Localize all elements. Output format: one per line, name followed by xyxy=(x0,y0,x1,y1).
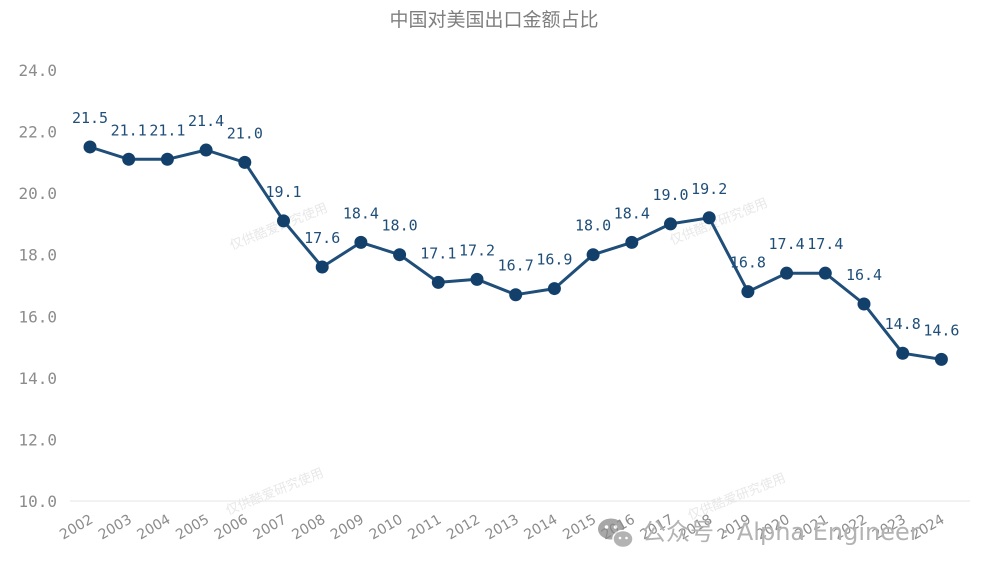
data-point xyxy=(625,235,639,249)
x-tick-label: 2013 xyxy=(483,512,522,544)
data-point xyxy=(702,211,716,225)
data-label: 21.1 xyxy=(111,121,147,139)
wechat-icon xyxy=(598,518,634,549)
data-label: 16.4 xyxy=(846,266,882,284)
x-tick-label: 2014 xyxy=(522,512,561,544)
x-tick-label: 2015 xyxy=(560,512,599,544)
data-point xyxy=(199,143,213,157)
x-tick-label: 2008 xyxy=(289,512,328,544)
data-label: 19.2 xyxy=(691,180,727,198)
y-tick-label: 24.0 xyxy=(18,61,57,80)
data-point xyxy=(315,260,329,274)
data-label: 17.4 xyxy=(807,235,843,253)
data-label: 18.4 xyxy=(614,204,650,222)
y-axis: 24.0 22.0 20.0 18.0 16.0 14.0 12.0 10.0 xyxy=(18,61,57,511)
y-tick-label: 10.0 xyxy=(18,492,57,511)
data-label: 18.0 xyxy=(575,217,611,235)
x-tick-label: 2010 xyxy=(367,512,406,544)
x-tick-label: 2005 xyxy=(173,512,212,544)
faint-watermark-text: 仅供酷爱研究使用 xyxy=(224,465,326,519)
data-point xyxy=(780,266,794,280)
data-label: 21.0 xyxy=(227,124,263,142)
data-point xyxy=(896,346,910,360)
data-point xyxy=(238,155,252,169)
data-point xyxy=(934,352,948,366)
data-label: 17.4 xyxy=(769,235,805,253)
x-tick-label: 2012 xyxy=(444,512,483,544)
data-point xyxy=(160,152,174,166)
data-label: 21.5 xyxy=(72,109,108,127)
data-label: 21.4 xyxy=(188,112,224,130)
data-points xyxy=(83,140,948,366)
watermark: 公众号 · Alpha Engineer xyxy=(598,518,920,549)
data-point xyxy=(586,248,600,262)
y-tick-label: 12.0 xyxy=(18,430,57,449)
data-point xyxy=(509,288,523,302)
data-point xyxy=(277,214,290,228)
x-tick-label: 2007 xyxy=(251,512,290,544)
data-label: 17.1 xyxy=(420,244,456,262)
data-point xyxy=(431,275,445,289)
faint-watermark-text: 仅供酷爱研究使用 xyxy=(686,470,788,524)
data-label: 14.6 xyxy=(923,321,959,339)
x-tick-label: 2011 xyxy=(405,512,444,544)
data-point xyxy=(547,282,561,296)
data-label: 17.6 xyxy=(304,229,340,247)
data-label: 19.0 xyxy=(652,186,688,204)
data-label: 14.8 xyxy=(885,315,921,333)
chart-title: 中国对美国出口金额占比 xyxy=(389,9,598,31)
data-point xyxy=(818,266,832,280)
data-point xyxy=(470,272,484,286)
y-tick-label: 18.0 xyxy=(18,246,57,265)
data-label: 19.1 xyxy=(265,183,301,201)
data-point xyxy=(393,248,407,262)
data-point xyxy=(122,152,136,166)
data-label: 16.9 xyxy=(536,251,572,269)
data-label: 21.1 xyxy=(149,121,185,139)
data-label: 16.8 xyxy=(730,254,766,272)
x-tick-label: 2003 xyxy=(96,512,135,544)
x-tick-label: 2004 xyxy=(135,512,174,544)
data-point xyxy=(857,297,871,311)
data-label: 16.7 xyxy=(498,257,534,275)
data-labels: 21.521.1 21.121.421.019.117.618.418.017.1… xyxy=(72,109,960,339)
y-tick-label: 14.0 xyxy=(18,369,57,388)
data-point xyxy=(83,140,97,154)
x-tick-label: 2002 xyxy=(57,512,96,544)
data-label: 17.2 xyxy=(459,241,495,259)
watermark-text: 公众号 · Alpha Engineer xyxy=(642,518,920,546)
data-point xyxy=(354,235,368,249)
x-tick-label: 2009 xyxy=(328,512,367,544)
data-label: 18.4 xyxy=(343,204,379,222)
data-point xyxy=(664,217,677,231)
data-point xyxy=(741,285,755,299)
y-tick-label: 16.0 xyxy=(18,307,57,326)
series-line xyxy=(89,145,942,361)
y-tick-label: 20.0 xyxy=(18,184,57,203)
y-tick-label: 22.0 xyxy=(18,123,57,142)
data-label: 18.0 xyxy=(382,217,418,235)
